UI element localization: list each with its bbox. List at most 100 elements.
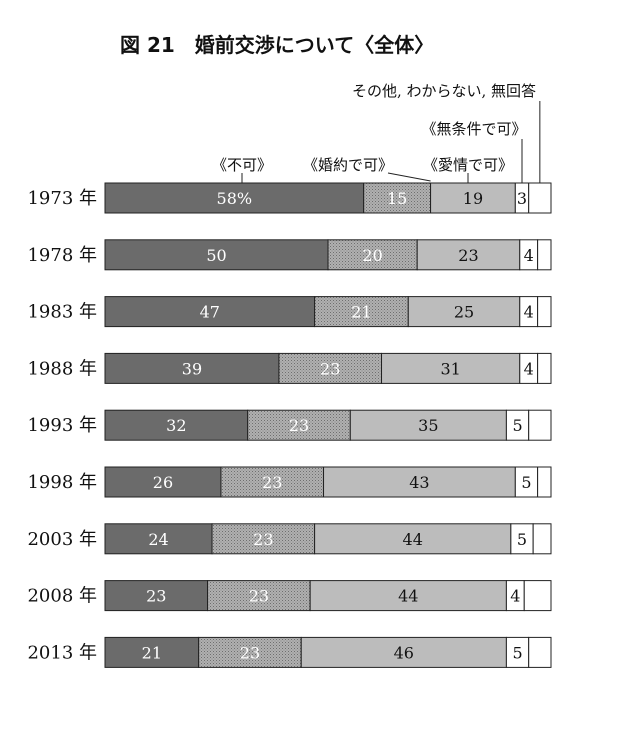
bar-row: 1993 年 32 23 35 5 [27, 409, 552, 441]
bar-segment [211, 523, 316, 555]
bar-segment [104, 409, 249, 441]
year-label: 1998 年 [27, 472, 97, 493]
bar-segment [523, 580, 552, 612]
legend-item: 《愛情で可》 [423, 156, 513, 183]
bar-row: 1998 年 26 23 43 5 [27, 466, 552, 498]
data-label: 3 [517, 189, 527, 208]
legend-leader-line [387, 172, 431, 182]
bar-segment [327, 239, 418, 271]
data-label: 23 [262, 473, 282, 492]
bar-segment [220, 466, 325, 498]
bar-segment [416, 239, 521, 271]
data-label: 5 [512, 643, 522, 662]
bar-segment [314, 296, 409, 328]
bar-row: 2003 年 24 23 44 5 [27, 523, 552, 555]
data-label: 44 [403, 530, 423, 549]
data-label: 19 [463, 189, 483, 208]
year-label: 2013 年 [27, 642, 97, 663]
data-label: 4 [524, 303, 534, 322]
bar-segment [104, 352, 280, 384]
year-label: 2003 年 [27, 529, 97, 550]
data-label: 26 [153, 473, 173, 492]
data-label: 35 [418, 416, 438, 435]
bar-segment [104, 466, 222, 498]
data-label: 5 [521, 473, 531, 492]
data-label: 32 [166, 416, 186, 435]
data-label: 23 [249, 587, 269, 606]
bar-segment [323, 466, 516, 498]
data-label: 39 [182, 359, 202, 378]
legend-label: 《愛情で可》 [423, 156, 513, 174]
bar-segment [314, 523, 512, 555]
bar-segment [537, 296, 552, 328]
bar-row: 1973 年 58% 15 19 3 [27, 182, 552, 214]
bar-segment [537, 466, 552, 498]
bar-row: 2008 年 23 23 44 4 [27, 580, 552, 612]
bar-segment [104, 239, 329, 271]
year-label: 1988 年 [27, 358, 97, 379]
data-label: 58% [217, 189, 253, 208]
bar-segment [207, 580, 311, 612]
bar-segment [198, 636, 302, 668]
bar-segment [407, 296, 521, 328]
bar-segment [381, 352, 521, 384]
legend-label: 《無条件で可》 [421, 120, 526, 138]
legend-label: 《不可》 [212, 156, 272, 174]
bar-segment [537, 352, 552, 384]
data-label: 20 [362, 246, 382, 265]
data-label: 15 [387, 189, 407, 208]
year-label: 2008 年 [27, 586, 97, 607]
bar-segment [528, 636, 552, 668]
bar-segment [104, 580, 209, 612]
bar-segment [300, 636, 507, 668]
data-label: 43 [409, 473, 429, 492]
data-label: 21 [142, 643, 162, 662]
bar-segment [537, 239, 552, 271]
legend-item: 《無条件で可》 [421, 120, 527, 183]
bar-segment [104, 523, 213, 555]
legend-item: 《婚約で可》 [303, 156, 431, 182]
bar-segment [528, 409, 552, 441]
bar-row: 1978 年 50 20 23 4 [27, 239, 552, 271]
bar-segment [363, 182, 432, 214]
data-label: 31 [440, 359, 460, 378]
legend-label: 《婚約で可》 [303, 156, 393, 174]
year-label: 1983 年 [27, 302, 97, 323]
year-label: 1973 年 [27, 188, 97, 209]
bar-row: 1983 年 47 21 25 4 [27, 296, 552, 328]
data-label: 23 [458, 246, 478, 265]
bar-segment [528, 182, 552, 214]
data-label: 25 [454, 303, 474, 322]
data-label: 50 [206, 246, 226, 265]
bar-segment [430, 182, 516, 214]
data-label: 5 [517, 530, 527, 549]
data-label: 47 [200, 303, 220, 322]
data-label: 4 [510, 587, 520, 606]
legend-label: その他, わからない, 無回答 [352, 82, 536, 100]
data-label: 4 [524, 359, 534, 378]
plot-area: 1973 年 58% 15 19 3 1978 年 50 20 23 4 1983 年 47 21 25 4… [27, 182, 552, 668]
legend: 《不可》 《婚約で可》 《愛情で可》《無条件で可》 その他, わからない, 無回答 [212, 82, 541, 183]
data-label: 23 [320, 359, 340, 378]
data-label: 4 [524, 246, 534, 265]
data-label: 44 [398, 587, 418, 606]
year-label: 1993 年 [27, 415, 97, 436]
bar-row: 1988 年 39 23 31 4 [27, 352, 552, 384]
year-label: 1978 年 [27, 245, 97, 266]
data-label: 21 [351, 303, 371, 322]
legend-item: 《不可》 [212, 156, 272, 183]
data-label: 23 [240, 643, 260, 662]
chart-title: 図 21 婚前交渉について〈全体〉 [120, 33, 434, 57]
bar-segment [104, 296, 316, 328]
data-label: 24 [148, 530, 168, 549]
bar-segment [104, 636, 200, 668]
legend-item: その他, わからない, 無回答 [352, 82, 541, 183]
data-label: 23 [253, 530, 273, 549]
data-label: 23 [289, 416, 309, 435]
data-label: 46 [394, 643, 414, 662]
bar-segment [247, 409, 351, 441]
bar-row: 2013 年 21 23 46 5 [27, 636, 552, 668]
data-label: 5 [512, 416, 522, 435]
bar-segment [104, 182, 365, 214]
